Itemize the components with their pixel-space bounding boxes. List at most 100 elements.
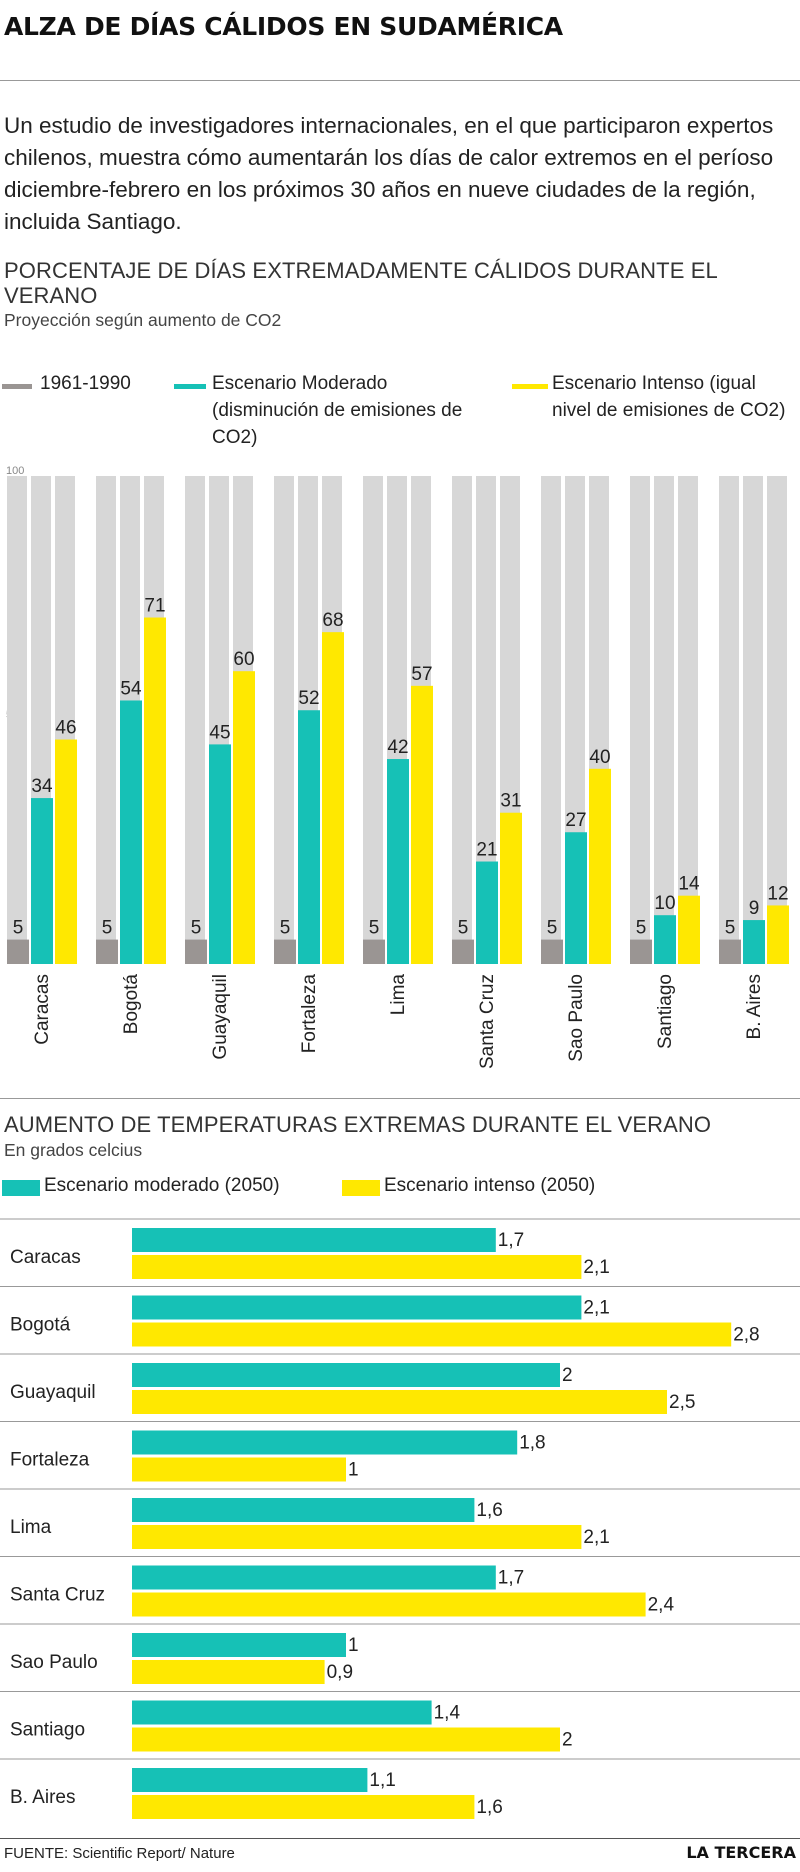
- bar-value-label: 5: [191, 918, 202, 939]
- chart2-subtitle: En grados celcius: [4, 1140, 143, 1160]
- bar-track: [96, 476, 116, 964]
- bar-value-label: 2: [562, 1365, 573, 1386]
- bar-mark: [96, 939, 118, 964]
- bar-value-label: 10: [654, 893, 675, 914]
- bar-value-label: 1,8: [519, 1433, 545, 1454]
- bar-mark: [132, 1727, 560, 1752]
- brand-logo-text: LA TERCERA: [686, 1843, 796, 1862]
- section-divider: [0, 1098, 800, 1099]
- bar-mark: [589, 768, 611, 964]
- bar-value-label: 2,8: [733, 1325, 759, 1346]
- y-tick-label: 100: [6, 465, 24, 477]
- bar-mark: [630, 939, 652, 964]
- bar-mark: [132, 1363, 560, 1387]
- bar-value-label: 5: [636, 918, 647, 939]
- bar-mark: [132, 1228, 496, 1252]
- category-label: B. Aires: [744, 974, 765, 1039]
- bar-value-label: 1,7: [498, 1568, 524, 1589]
- bar-track: [185, 476, 205, 964]
- bar-track: [654, 476, 674, 964]
- bar-track: [743, 476, 763, 964]
- bar-value-label: 14: [678, 874, 700, 895]
- bar-track: [719, 476, 739, 964]
- bar-mark: [132, 1700, 432, 1725]
- bar-value-label: 5: [280, 918, 291, 939]
- bar-value-label: 27: [565, 810, 586, 831]
- bar-value-label: 5: [547, 918, 558, 939]
- bar-mark: [476, 861, 498, 964]
- bar-mark: [565, 832, 587, 964]
- legend2-swatch-teal: [2, 1180, 40, 1196]
- bar-value-label: 5: [458, 918, 469, 939]
- chart2-horizontal-bars: Caracas 1,7 2,1 Bogotá 2,1 2,8 Guayaquil 2 2,5 Fo…: [0, 1218, 800, 1819]
- bar-mark: [452, 939, 474, 964]
- bar-mark: [298, 710, 320, 964]
- bar-mark: [7, 939, 29, 964]
- bar-mark: [274, 939, 296, 964]
- bar-track: [767, 476, 787, 964]
- bar-mark: [719, 939, 741, 964]
- bar-mark: [132, 1768, 368, 1792]
- category-label: Fortaleza: [299, 974, 320, 1054]
- category-label: Sao Paulo: [10, 1652, 98, 1673]
- bar-mark: [541, 939, 563, 964]
- bar-value-label: 57: [411, 664, 432, 685]
- bar-value-label: 1,7: [498, 1230, 524, 1251]
- bar-mark: [55, 739, 77, 964]
- bar-mark: [767, 905, 789, 964]
- bar-mark: [322, 632, 344, 964]
- category-label: Santa Cruz: [477, 974, 498, 1069]
- bar-mark: [132, 1633, 346, 1657]
- bar-value-label: 2,4: [648, 1595, 675, 1616]
- bar-value-label: 54: [120, 678, 142, 699]
- bar-track: [7, 476, 27, 964]
- bar-value-label: 2: [562, 1730, 573, 1751]
- bar-value-label: 5: [725, 918, 736, 939]
- category-label: Guayaquil: [210, 974, 231, 1060]
- bar-value-label: 9: [749, 898, 760, 919]
- legend2-label-intense: Escenario intenso (2050): [384, 1175, 596, 1196]
- bar-track: [678, 476, 698, 964]
- category-label: Caracas: [10, 1247, 81, 1268]
- bar-track: [274, 476, 294, 964]
- legend-swatch-gray: [2, 384, 32, 389]
- bar-value-label: 2,1: [583, 1527, 609, 1548]
- bar-mark: [387, 759, 409, 964]
- category-label: Fortaleza: [10, 1450, 90, 1471]
- bar-value-label: 60: [233, 649, 254, 670]
- bar-mark: [743, 920, 765, 964]
- bar-mark: [132, 1498, 475, 1522]
- footer-divider: [0, 1838, 800, 1839]
- bar-mark: [132, 1295, 582, 1320]
- bar-value-label: 1,6: [476, 1500, 502, 1521]
- category-label: Guayaquil: [10, 1382, 96, 1403]
- bar-value-label: 21: [476, 840, 497, 861]
- bar-value-label: 2,1: [583, 1298, 609, 1319]
- bar-value-label: 40: [589, 747, 610, 768]
- legend-swatch-yellow: [512, 384, 548, 389]
- chart1-subtitle: Proyección según aumento de CO2: [4, 310, 282, 330]
- bar-value-label: 1: [348, 1635, 359, 1656]
- bar-mark: [31, 798, 53, 964]
- bar-value-label: 45: [209, 722, 230, 743]
- bar-value-label: 5: [13, 918, 24, 939]
- bar-mark: [132, 1255, 582, 1279]
- bar-mark: [209, 744, 231, 964]
- category-label: Lima: [388, 974, 409, 1016]
- category-label: Lima: [10, 1517, 52, 1538]
- bar-mark: [120, 700, 142, 964]
- category-label: Bogotá: [121, 974, 142, 1035]
- category-label: Santiago: [10, 1720, 85, 1741]
- bar-value-label: 1,4: [434, 1703, 461, 1724]
- bar-track: [363, 476, 383, 964]
- bar-mark: [233, 671, 255, 964]
- legend-label-moderate: Escenario Moderado (disminución de emisi…: [212, 373, 463, 448]
- category-label: Santiago: [655, 974, 676, 1049]
- bar-mark: [132, 1592, 646, 1617]
- bar-value-label: 42: [387, 737, 408, 758]
- bar-mark: [654, 915, 676, 964]
- legend-label-baseline: 1961-1990: [40, 373, 131, 394]
- bar-value-label: 12: [767, 883, 788, 904]
- bar-mark: [500, 812, 522, 964]
- bar-value-label: 52: [298, 688, 319, 709]
